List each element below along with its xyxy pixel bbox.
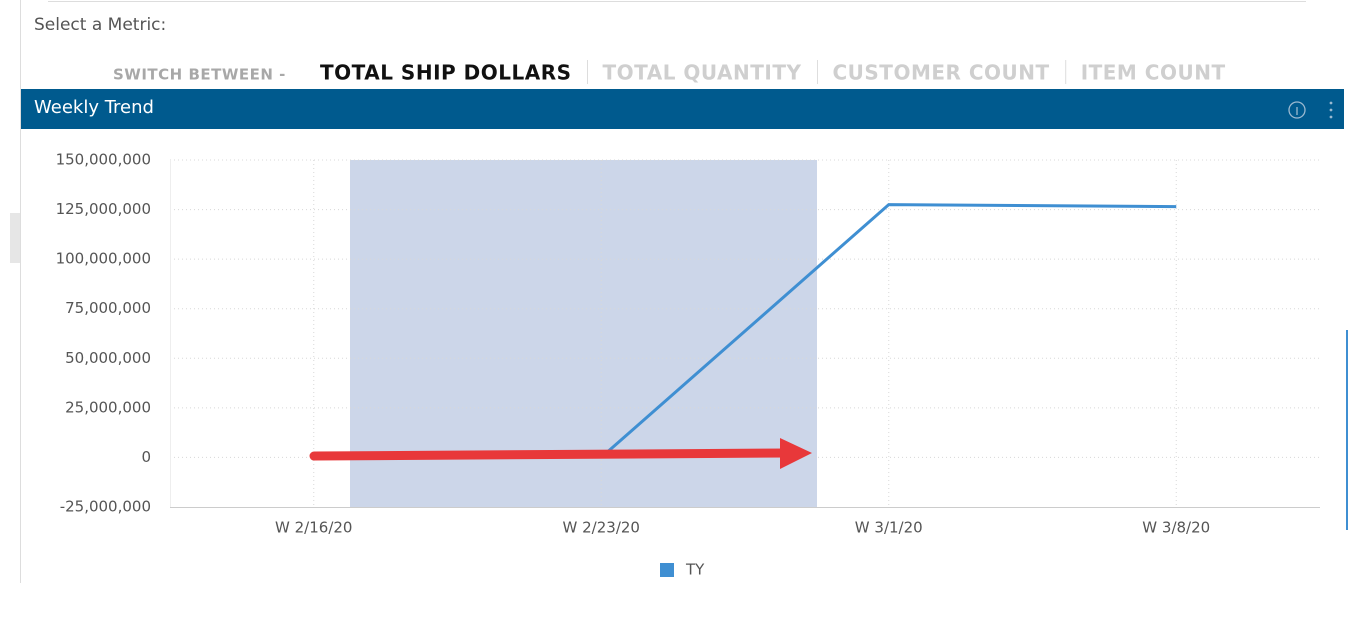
y-tick-label: 25,000,000 <box>65 398 151 416</box>
metric-prompt: Select a Metric: <box>34 15 166 35</box>
y-tick-label: 50,000,000 <box>65 349 151 367</box>
y-tick-label: 125,000,000 <box>56 200 151 218</box>
metric-option[interactable]: CUSTOMER COUNT <box>832 61 1049 85</box>
legend-swatch <box>660 563 674 577</box>
metric-option[interactable]: TOTAL QUANTITY <box>603 61 802 85</box>
panel-title: Weekly Trend <box>34 97 154 118</box>
switch-label: SWITCH BETWEEN - <box>113 66 286 84</box>
y-tick-label: -25,000,000 <box>60 498 151 516</box>
metric-switcher: TOTAL SHIP DOLLARS TOTAL QUANTITY CUSTOMER… <box>320 60 1226 85</box>
info-icon[interactable] <box>1288 101 1306 119</box>
y-tick-label: 0 <box>141 448 151 466</box>
chart: -25,000,000 0 25,000,000 50,000,000 75,000,0… <box>56 151 1320 579</box>
metric-option[interactable]: ITEM COUNT <box>1081 61 1226 85</box>
metric-option[interactable]: TOTAL SHIP DOLLARS <box>320 61 572 85</box>
side-tab[interactable] <box>10 213 20 263</box>
annotation-arrow <box>309 438 812 469</box>
x-tick-label: W 2/23/20 <box>563 519 640 537</box>
y-tick-label: 100,000,000 <box>56 250 151 268</box>
y-tick-label: 150,000,000 <box>56 151 151 169</box>
panel-header <box>21 89 1344 129</box>
x-tick-label: W 2/16/20 <box>275 519 352 537</box>
x-tick-label: W 3/8/20 <box>1142 519 1210 537</box>
legend-label: TY <box>685 561 705 579</box>
x-tick-label: W 3/1/20 <box>855 519 923 537</box>
menu-icon[interactable] <box>1329 101 1333 119</box>
y-tick-label: 75,000,000 <box>65 299 151 317</box>
series-line <box>600 203 1177 459</box>
